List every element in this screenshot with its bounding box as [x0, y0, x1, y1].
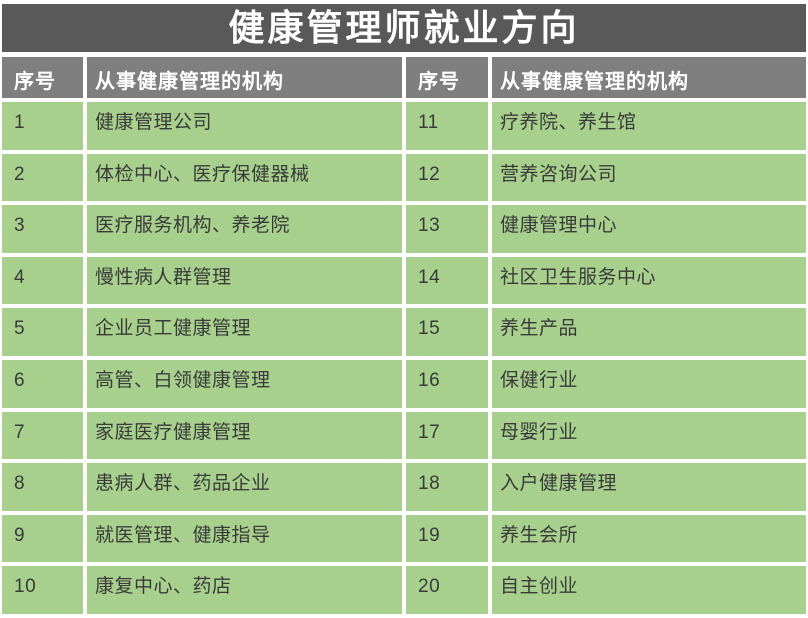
org-cell: 母婴行业: [492, 411, 806, 460]
row-number-cell: 16: [406, 359, 488, 408]
org-cell: 健康管理公司: [87, 102, 402, 150]
org-cell: 患病人群、药品企业: [87, 463, 402, 511]
row-number-cell: 9: [2, 514, 83, 563]
org-cell: 营养咨询公司: [492, 153, 806, 202]
org-cell: 高管、白领健康管理: [87, 359, 402, 408]
row-number-cell: 6: [2, 359, 83, 408]
header-right-organization: 从事健康管理的机构: [492, 57, 806, 98]
row-number-cell: 7: [2, 411, 83, 460]
row-number-cell: 4: [2, 256, 83, 305]
org-cell: 医疗服务机构、养老院: [87, 205, 402, 253]
row-number-cell: 11: [406, 102, 488, 150]
row-number-cell: 1: [2, 102, 83, 150]
org-cell: 就医管理、健康指导: [87, 514, 402, 563]
row-number-cell: 3: [2, 205, 83, 253]
row-number-cell: 5: [2, 308, 83, 356]
org-cell: 康复中心、药店: [87, 566, 402, 614]
org-cell: 家庭医疗健康管理: [87, 411, 402, 460]
header-right-number: 序号: [406, 57, 488, 98]
org-cell: 疗养院、养生馆: [492, 102, 806, 150]
org-cell: 体检中心、医疗保健器械: [87, 153, 402, 202]
org-cell: 社区卫生服务中心: [492, 256, 806, 305]
row-number-cell: 8: [2, 463, 83, 511]
org-cell: 慢性病人群管理: [87, 256, 402, 305]
page-title: 健康管理师就业方向: [2, 4, 806, 52]
employment-table: 序号 从事健康管理的机构 序号 从事健康管理的机构 1 健康管理公司 11 疗养院、养…: [2, 57, 806, 614]
org-cell: 保健行业: [492, 359, 806, 408]
org-cell: 入户健康管理: [492, 463, 806, 511]
row-number-cell: 2: [2, 153, 83, 202]
row-number-cell: 17: [406, 411, 488, 460]
row-number-cell: 10: [2, 566, 83, 614]
org-cell: 养生会所: [492, 514, 806, 563]
org-cell: 企业员工健康管理: [87, 308, 402, 356]
header-left-organization: 从事健康管理的机构: [87, 57, 402, 98]
row-number-cell: 13: [406, 205, 488, 253]
row-number-cell: 19: [406, 514, 488, 563]
org-cell: 养生产品: [492, 308, 806, 356]
row-number-cell: 20: [406, 566, 488, 614]
org-cell: 自主创业: [492, 566, 806, 614]
row-number-cell: 15: [406, 308, 488, 356]
header-left-number: 序号: [2, 57, 83, 98]
row-number-cell: 18: [406, 463, 488, 511]
row-number-cell: 14: [406, 256, 488, 305]
row-number-cell: 12: [406, 153, 488, 202]
org-cell: 健康管理中心: [492, 205, 806, 253]
